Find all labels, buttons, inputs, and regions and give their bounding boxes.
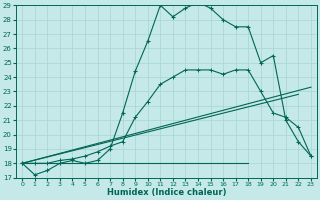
X-axis label: Humidex (Indice chaleur): Humidex (Indice chaleur) <box>107 188 226 197</box>
